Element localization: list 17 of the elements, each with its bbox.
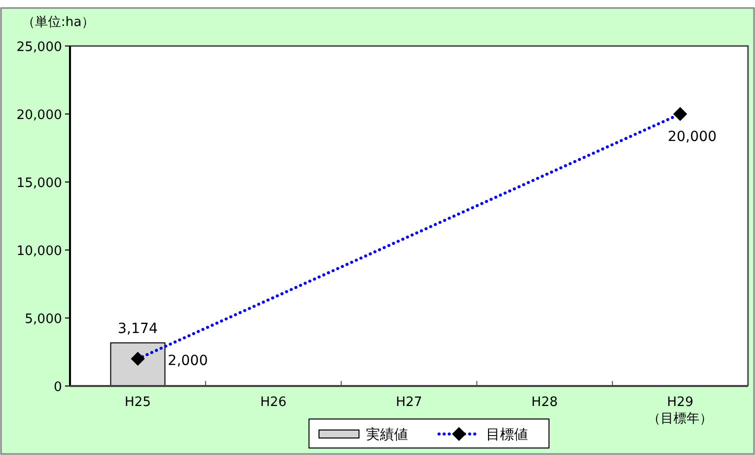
legend-label: 目標値 [486,427,528,443]
ytick: 20,000 [16,108,62,123]
xtick: H25 [124,395,151,410]
ytick: 5,000 [24,312,62,327]
ylabel: （単位:ha） [22,15,95,30]
xtick: H27 [396,395,422,410]
ytick: 10,000 [16,244,62,259]
datalabel: 2,000 [168,352,208,369]
legend-label: 実績値 [366,427,408,443]
xtick: H26 [260,395,287,410]
ytick: 0 [54,380,62,395]
ytick: 15,000 [16,176,62,191]
xtick: H29 （目標年） [648,395,713,426]
ytick: 25,000 [16,40,62,55]
datalabel: 20,000 [668,129,717,145]
xtick: H28 [531,395,558,410]
datalabel: 3,174 [118,320,158,337]
